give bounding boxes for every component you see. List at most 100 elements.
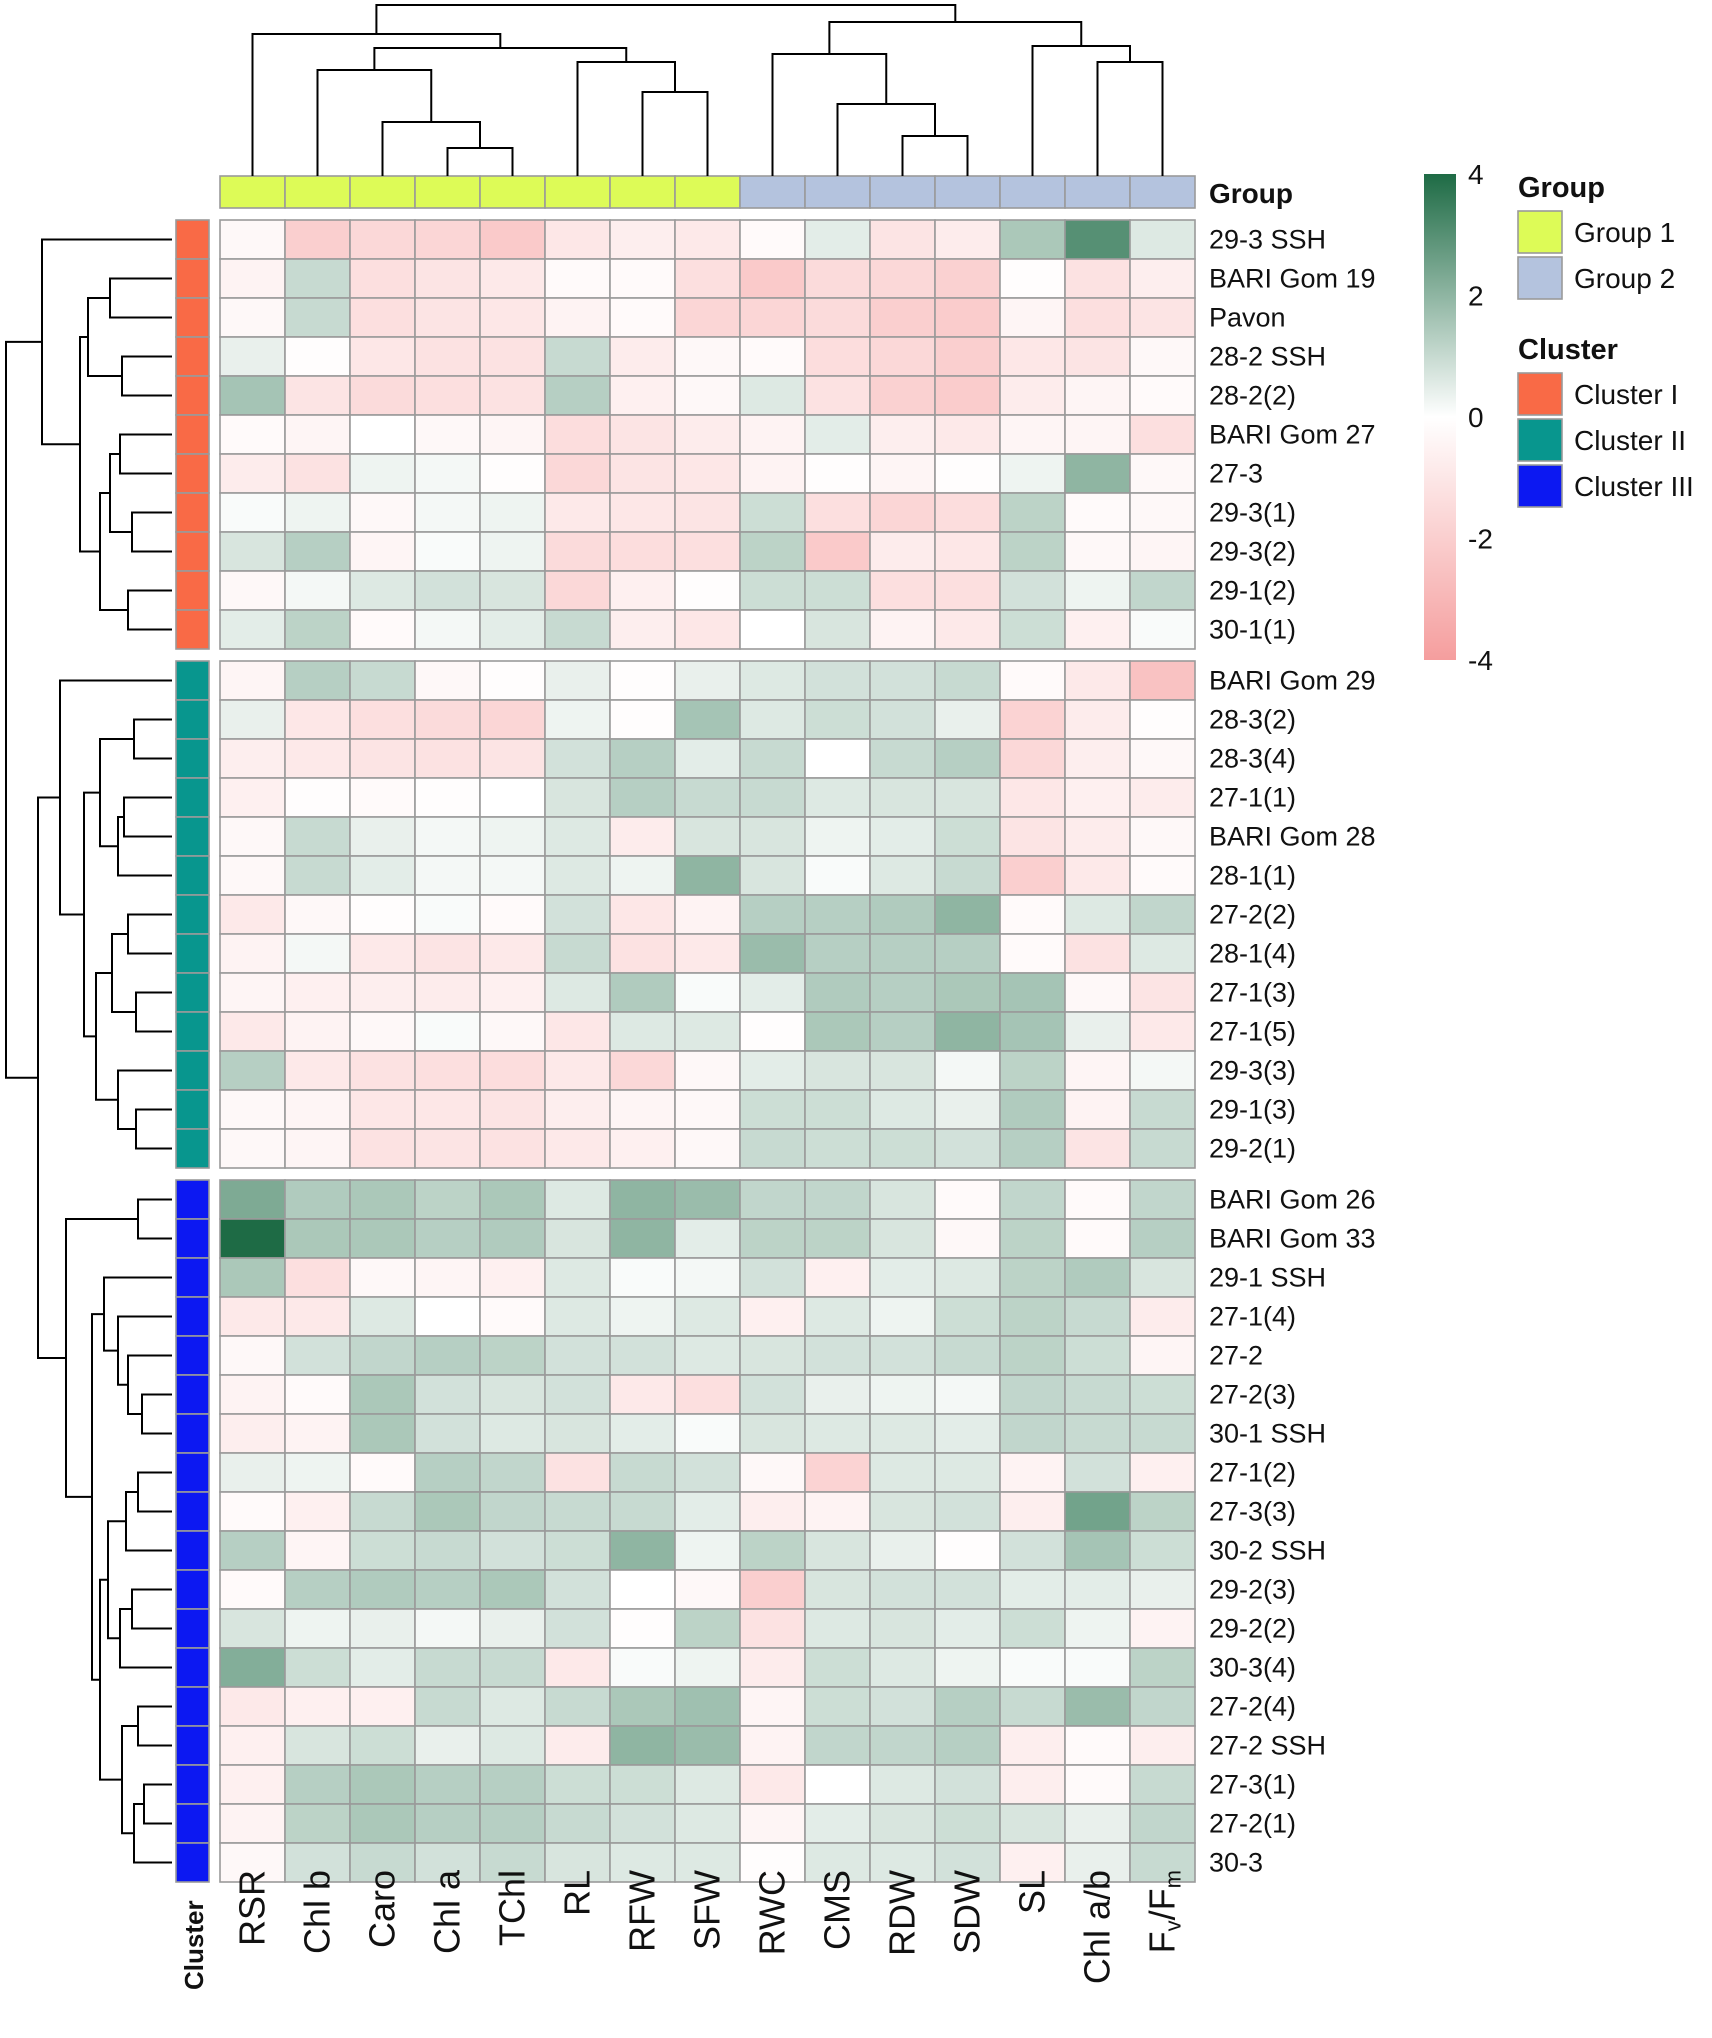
heatmap-cell	[284, 855, 351, 896]
heatmap-cell	[544, 1686, 611, 1727]
heatmap-cell	[869, 1530, 936, 1571]
heatmap-cell	[934, 219, 1001, 260]
heatmap-cell	[1129, 738, 1196, 779]
heatmap-cell	[739, 933, 806, 974]
heatmap-cell	[804, 1764, 871, 1805]
heatmap-cell	[999, 453, 1066, 494]
heatmap-cell	[739, 1128, 806, 1169]
row-dendrogram-branch	[117, 1069, 172, 1130]
heatmap-cell	[739, 1491, 806, 1532]
heatmap-cell	[869, 570, 936, 611]
heatmap-cell	[1129, 219, 1196, 260]
heatmap-cell	[609, 570, 676, 611]
heatmap-cell	[999, 492, 1066, 533]
column-dendrogram-branch	[251, 33, 502, 176]
heatmap-cell	[414, 816, 481, 857]
row-dendrogram-branch	[107, 1520, 126, 1640]
heatmap-cell	[544, 1530, 611, 1571]
heatmap-cell	[479, 1491, 546, 1532]
heatmap-cell	[804, 336, 871, 377]
row-dendrogram-branch	[135, 991, 172, 1033]
row-label: 30-1(1)	[1209, 615, 1296, 645]
heatmap-cell	[349, 660, 416, 701]
heatmap-cell	[869, 336, 936, 377]
heatmap-cell	[479, 1452, 546, 1493]
column-label: RDW	[882, 1870, 923, 1956]
heatmap-cell	[739, 531, 806, 572]
cluster-cell	[175, 933, 210, 974]
heatmap-cell	[219, 336, 286, 377]
heatmap-cell	[804, 1725, 871, 1766]
heatmap-cell	[609, 1089, 676, 1130]
group-cell	[414, 175, 481, 209]
heatmap-cell	[739, 1335, 806, 1376]
heatmap-cell	[544, 297, 611, 338]
heatmap-cell	[869, 492, 936, 533]
colorbar	[1424, 174, 1456, 660]
column-dendrogram-branch	[373, 47, 628, 70]
heatmap-cell	[1129, 297, 1196, 338]
row-label: 27-2(4)	[1209, 1692, 1296, 1722]
heatmap-cell	[609, 1842, 676, 1883]
heatmap-cell	[999, 1530, 1066, 1571]
heatmap-cell	[609, 1452, 676, 1493]
heatmap-cell	[804, 1374, 871, 1415]
heatmap-cell	[349, 531, 416, 572]
heatmap-cell	[804, 1452, 871, 1493]
group-cell	[219, 175, 286, 209]
heatmap-cell	[739, 1452, 806, 1493]
cluster-cell	[175, 1296, 210, 1337]
heatmap-cell	[1129, 972, 1196, 1013]
heatmap-cell	[1129, 1011, 1196, 1052]
heatmap-cell	[1064, 1050, 1131, 1091]
row-cluster-bar	[175, 219, 210, 1883]
cluster-cell	[175, 855, 210, 896]
group-cell	[479, 175, 546, 209]
row-dendrogram-branch	[125, 1491, 172, 1552]
legend-cluster-swatch	[1517, 464, 1563, 508]
heatmap-cell	[674, 258, 741, 299]
heatmap-cell	[869, 1608, 936, 1649]
cluster-cell	[175, 1491, 210, 1532]
cluster-cell	[175, 816, 210, 857]
heatmap-cell	[739, 777, 806, 818]
heatmap-cell	[609, 1764, 676, 1805]
heatmap-cell	[284, 1050, 351, 1091]
heatmap-cell	[284, 609, 351, 650]
heatmap-cell	[544, 453, 611, 494]
row-label: BARI Gom 29	[1209, 666, 1376, 696]
heatmap-cell	[999, 336, 1066, 377]
heatmap-cell	[1064, 933, 1131, 974]
heatmap-cell	[1064, 1011, 1131, 1052]
heatmap-cell	[999, 1296, 1066, 1337]
heatmap-cell	[869, 1764, 936, 1805]
heatmap-cell	[544, 1608, 611, 1649]
heatmap-cell	[284, 660, 351, 701]
heatmap-cell	[544, 1491, 611, 1532]
heatmap-cell	[479, 855, 546, 896]
group-cell	[609, 175, 676, 209]
heatmap-cell	[674, 1647, 741, 1688]
heatmap-cell	[414, 1686, 481, 1727]
cluster-cell	[175, 1452, 210, 1493]
heatmap-cell	[284, 297, 351, 338]
heatmap-cell	[284, 1491, 351, 1532]
heatmap-cell	[479, 1530, 546, 1571]
row-label: Pavon	[1209, 303, 1286, 333]
heatmap-cell	[869, 453, 936, 494]
row-dendrogram-branch	[91, 1313, 104, 1681]
heatmap-cell	[739, 1218, 806, 1259]
heatmap-cell	[869, 738, 936, 779]
heatmap-cell	[479, 1296, 546, 1337]
heatmap-cell	[999, 855, 1066, 896]
heatmap-cell	[414, 1413, 481, 1454]
group-cell	[869, 175, 936, 209]
column-dendrogram-branch	[901, 135, 969, 176]
heatmap-cell	[609, 1530, 676, 1571]
row-label: 29-2(3)	[1209, 1575, 1296, 1605]
heatmap-cell	[804, 375, 871, 416]
heatmap-cell	[934, 1374, 1001, 1415]
heatmap-cell	[544, 1257, 611, 1298]
heatmap-cell	[999, 1569, 1066, 1610]
heatmap-cell	[414, 972, 481, 1013]
